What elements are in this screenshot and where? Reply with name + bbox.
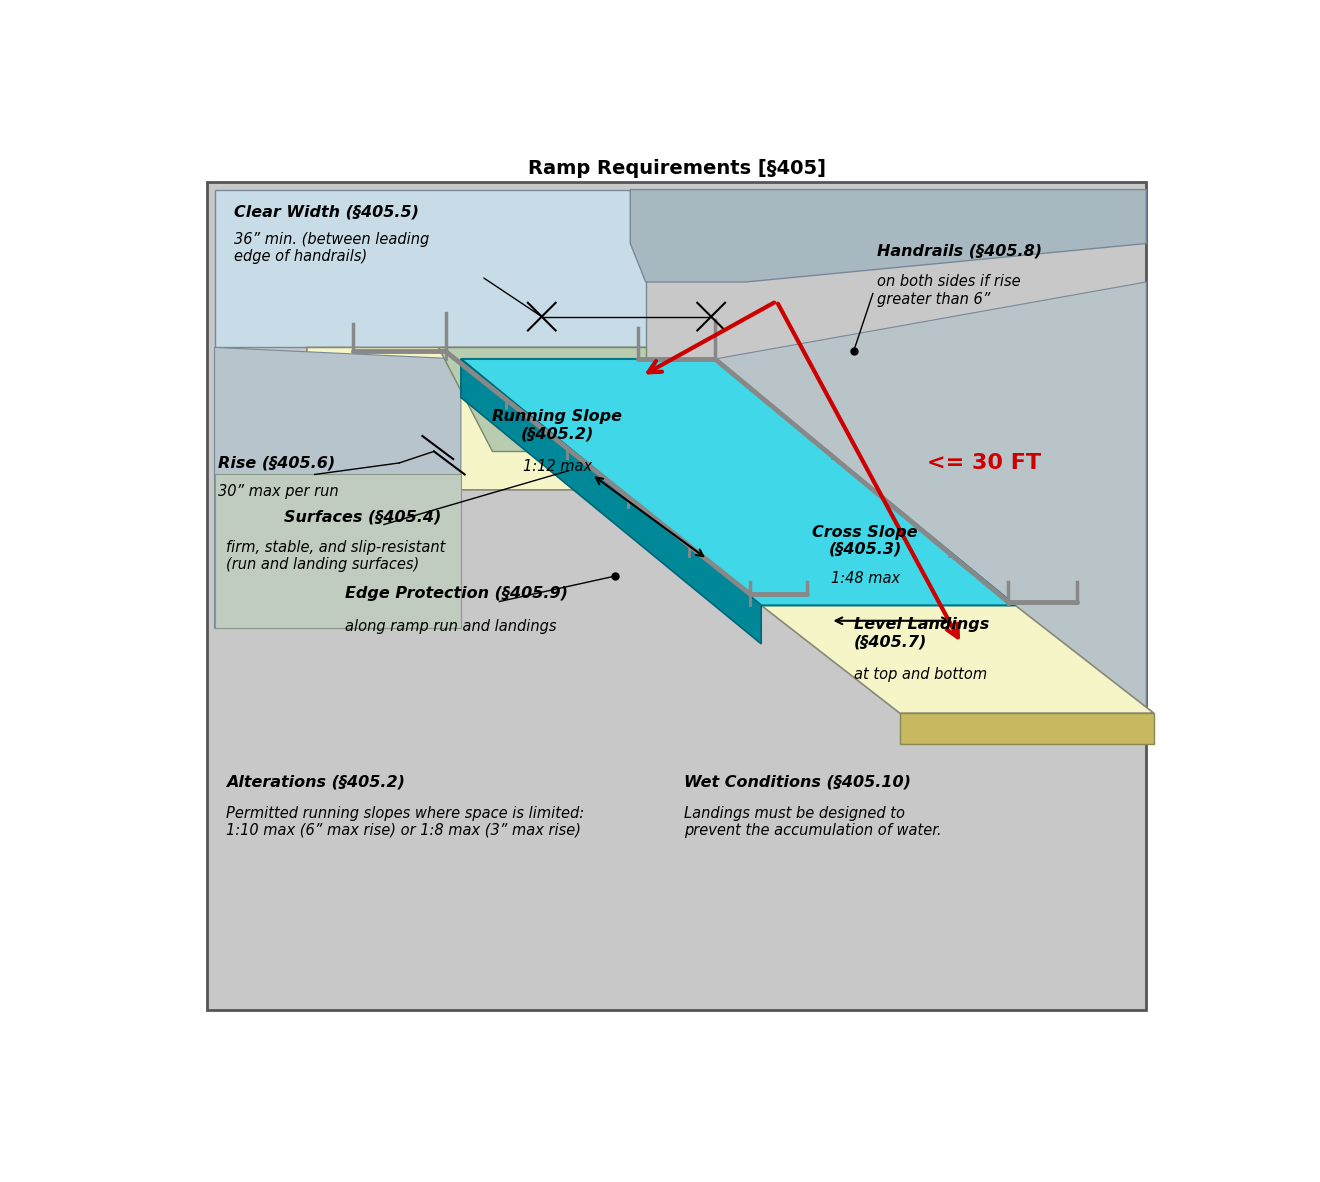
Text: 36” min. (between leading
edge of handrails): 36” min. (between leading edge of handra… bbox=[234, 232, 429, 265]
Text: along ramp run and landings: along ramp run and landings bbox=[346, 619, 557, 635]
Polygon shape bbox=[762, 605, 1154, 713]
Polygon shape bbox=[215, 348, 461, 629]
Text: Level Landings
(§405.7): Level Landings (§405.7) bbox=[854, 617, 989, 649]
Text: Running Slope
(§405.2): Running Slope (§405.2) bbox=[492, 409, 622, 441]
Polygon shape bbox=[461, 359, 1015, 605]
FancyBboxPatch shape bbox=[207, 182, 1146, 1009]
Polygon shape bbox=[215, 189, 645, 348]
Text: Permitted running slopes where space is limited:
1:10 max (6” max rise) or 1:8 m: Permitted running slopes where space is … bbox=[226, 806, 585, 838]
Text: <= 30 FT: <= 30 FT bbox=[927, 453, 1041, 473]
Text: Handrails (§405.8): Handrails (§405.8) bbox=[876, 243, 1041, 259]
Text: Rise (§405.6): Rise (§405.6) bbox=[218, 455, 335, 470]
Polygon shape bbox=[461, 359, 762, 644]
Text: Clear Width (§405.5): Clear Width (§405.5) bbox=[234, 204, 418, 220]
Text: Surfaces (§405.4): Surfaces (§405.4) bbox=[284, 509, 441, 524]
Text: 1:12 max: 1:12 max bbox=[523, 459, 591, 474]
Polygon shape bbox=[715, 282, 1146, 743]
Polygon shape bbox=[308, 348, 645, 489]
Text: Alterations (§405.2): Alterations (§405.2) bbox=[226, 774, 405, 790]
Text: Ramp Requirements [§405]: Ramp Requirements [§405] bbox=[528, 158, 825, 177]
Polygon shape bbox=[438, 348, 645, 452]
Text: Cross Slope
(§405.3): Cross Slope (§405.3) bbox=[812, 525, 917, 557]
Polygon shape bbox=[631, 189, 1146, 282]
Text: Wet Conditions (§405.10): Wet Conditions (§405.10) bbox=[684, 774, 911, 790]
Polygon shape bbox=[900, 713, 1154, 743]
Text: 30” max per run: 30” max per run bbox=[218, 483, 339, 499]
Text: Landings must be designed to
prevent the accumulation of water.: Landings must be designed to prevent the… bbox=[684, 806, 941, 838]
Text: firm, stable, and slip-resistant
(run and landing surfaces): firm, stable, and slip-resistant (run an… bbox=[226, 540, 445, 572]
Polygon shape bbox=[215, 474, 461, 629]
Text: on both sides if rise
greater than 6”: on both sides if rise greater than 6” bbox=[876, 274, 1020, 306]
Text: 1:48 max: 1:48 max bbox=[830, 571, 900, 586]
Text: Edge Protection (§405.9): Edge Protection (§405.9) bbox=[346, 586, 569, 602]
Text: at top and bottom: at top and bottom bbox=[854, 667, 987, 682]
